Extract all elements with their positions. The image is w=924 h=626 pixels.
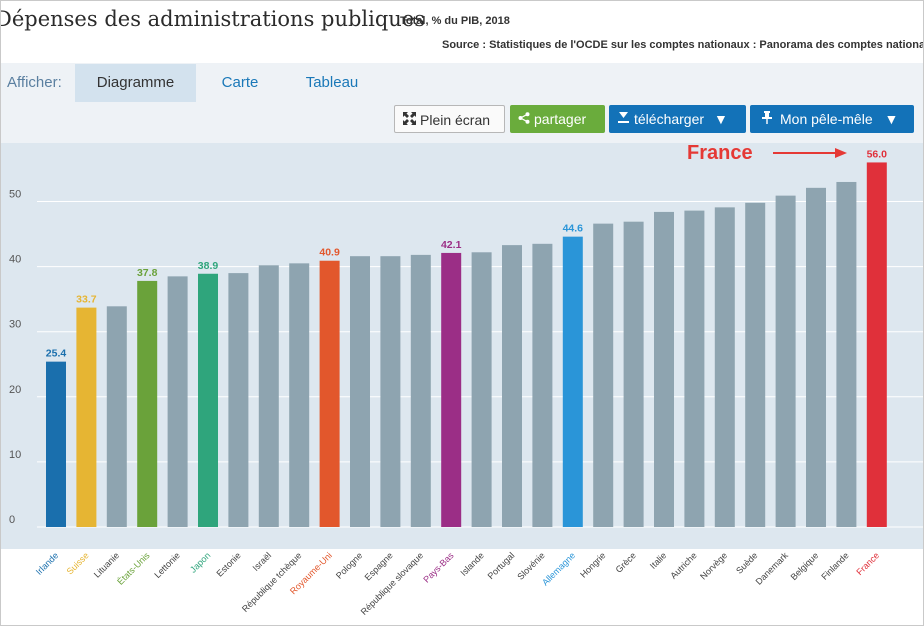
- x-tick-label: Italie: [648, 550, 669, 571]
- x-tick-label: Israël: [251, 550, 274, 573]
- bar: [684, 210, 705, 527]
- download-icon: [617, 105, 630, 133]
- bar: [137, 280, 158, 527]
- chevron-down-icon: ▼: [713, 111, 728, 127]
- x-tick-label: Suède: [734, 550, 759, 575]
- bar: [167, 276, 188, 527]
- mon-pele-mele-button[interactable]: Mon pêle-mêle ▼: [750, 105, 914, 133]
- bar: [775, 195, 796, 527]
- download-button[interactable]: télécharger ▼: [609, 105, 746, 133]
- bar: [532, 243, 553, 527]
- x-tick-label: France: [854, 550, 881, 577]
- expand-icon: [403, 106, 416, 134]
- x-tick-label: Islande: [458, 550, 486, 578]
- data-label: 25.4: [46, 348, 67, 360]
- share-label: partager: [534, 111, 587, 127]
- x-tick-label: Estonie: [215, 550, 243, 578]
- bar: [502, 245, 522, 527]
- x-tick-label: Irlande: [34, 550, 61, 577]
- x-tick-label: Belgique: [789, 550, 821, 582]
- bar: [471, 252, 492, 527]
- bar: [46, 361, 66, 527]
- download-label: télécharger: [634, 111, 705, 127]
- tab-tableau[interactable]: Tableau: [305, 74, 359, 91]
- y-tick-label: 30: [9, 319, 21, 331]
- x-tick-label: Pologne: [334, 550, 364, 580]
- bar: [745, 202, 766, 527]
- france-annotation: France: [687, 142, 753, 164]
- arrow-icon: [773, 148, 847, 158]
- y-tick-label: 10: [9, 449, 21, 461]
- bar: [806, 187, 826, 528]
- x-tick-label: Finlande: [819, 550, 850, 581]
- x-tick-label: Pays-Bas: [421, 550, 456, 585]
- bar: [623, 221, 644, 527]
- bar: [350, 256, 370, 527]
- bar: [562, 236, 583, 527]
- bar: [441, 252, 462, 527]
- x-tick-label: Portugal: [486, 550, 517, 581]
- bar: [76, 307, 97, 527]
- y-tick-label: 50: [9, 189, 21, 201]
- bar: [836, 181, 857, 527]
- pin-icon: [762, 105, 772, 133]
- source-note: Source : Statistiques de l'OCDE sur les …: [442, 39, 924, 51]
- x-tick-label: Grèce: [614, 550, 638, 574]
- bar: [866, 162, 887, 527]
- share-icon: [518, 105, 530, 133]
- x-tick-label: Japon: [188, 550, 212, 574]
- bar: [228, 273, 249, 527]
- x-tick-label: République slovaque: [359, 550, 426, 617]
- data-label: 37.8: [137, 267, 158, 279]
- data-label: 42.1: [441, 239, 462, 251]
- x-tick-label: Hongrie: [578, 550, 607, 579]
- data-label: 56.0: [867, 148, 888, 160]
- bar: [106, 306, 127, 527]
- y-tick-label: 20: [9, 384, 21, 396]
- mon-pele-mele-label: Mon pêle-mêle: [780, 111, 873, 127]
- x-tick-label: Allemagne: [540, 550, 577, 587]
- x-tick-label: Suisse: [65, 550, 91, 576]
- bar: [380, 256, 401, 527]
- data-label: 33.7: [76, 294, 97, 306]
- page-title: Dépenses des administrations publiques: [0, 7, 426, 31]
- share-button[interactable]: partager: [510, 105, 605, 133]
- bar-chart: 0 10 20 30 40 50 25.4 Irlande 33.7 Suisse Lituanie…: [1, 143, 923, 617]
- data-label: 44.6: [563, 223, 584, 235]
- bar: [319, 260, 340, 527]
- data-label: 38.9: [198, 260, 219, 272]
- chevron-down-icon: ▼: [884, 111, 899, 127]
- x-tick-label: Norvège: [698, 550, 729, 581]
- bar: [654, 211, 674, 527]
- y-tick-label: 0: [9, 514, 15, 526]
- data-label: 40.9: [319, 247, 340, 259]
- x-tick-label: Danemark: [754, 550, 791, 587]
- bar: [593, 223, 614, 527]
- x-tick-label: Lettonie: [152, 550, 182, 580]
- bar: [289, 263, 310, 527]
- tab-carte[interactable]: Carte: [221, 74, 259, 91]
- x-tick-label: Lituanie: [92, 550, 121, 579]
- tab-diagramme[interactable]: Diagramme: [75, 64, 196, 102]
- bar: [258, 265, 279, 527]
- fullscreen-button[interactable]: Plein écran: [394, 105, 505, 133]
- fullscreen-label: Plein écran: [420, 112, 491, 128]
- afficher-label: Afficher:: [7, 74, 62, 91]
- x-tick-label: Autriche: [668, 550, 698, 580]
- page-subtitle: Total, % du PIB, 2018: [400, 15, 510, 27]
- x-tick-label: États-Unis: [115, 550, 152, 587]
- y-tick-label: 40: [9, 254, 21, 266]
- bar: [714, 207, 735, 527]
- bar: [198, 273, 218, 527]
- view-toolbar: Afficher: Diagramme Carte Tableau Plein …: [1, 63, 923, 143]
- bar: [410, 254, 431, 527]
